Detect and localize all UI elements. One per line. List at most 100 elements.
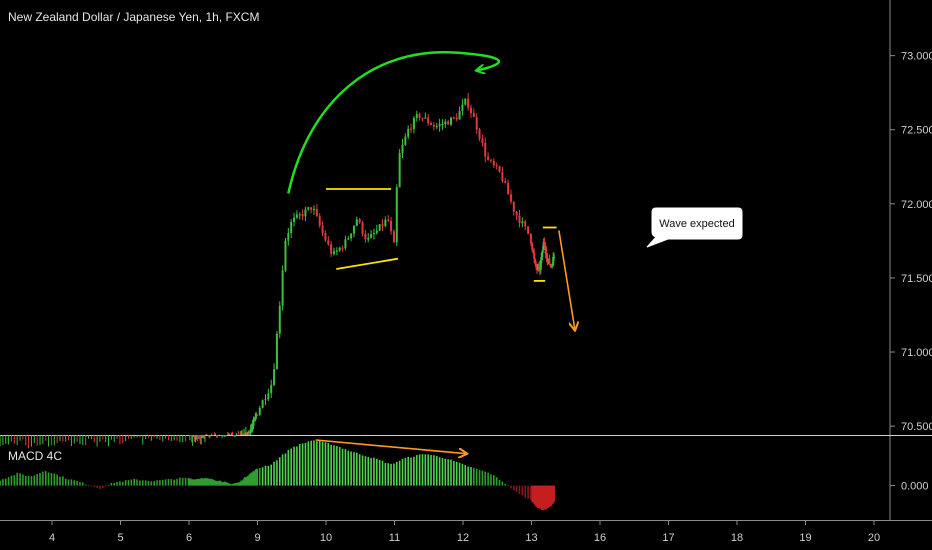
time-tick-label: 20 (868, 532, 880, 544)
candle-body (267, 393, 270, 400)
macd-bar (467, 466, 469, 486)
candle-body (447, 121, 450, 125)
macd-bar (316, 441, 318, 486)
macd-bar (264, 465, 267, 486)
candle-body (261, 400, 264, 408)
macd-bar (56, 474, 58, 486)
candle-body (553, 256, 556, 258)
macd-bar (250, 472, 253, 486)
time-tick-label: 19 (799, 532, 811, 544)
candle-body (535, 263, 538, 267)
macd-bar (538, 485, 540, 508)
macd-bar (430, 455, 432, 486)
macd-bar (327, 443, 330, 486)
macd-bar (39, 472, 41, 486)
macd-bar (102, 485, 104, 489)
macd-bar (219, 480, 222, 486)
macd-bar (193, 479, 196, 486)
macd-bar (209, 478, 212, 486)
candle-body (341, 247, 344, 249)
candle-body (307, 207, 310, 210)
macd-bar (524, 485, 527, 498)
candle-body (318, 215, 321, 226)
macd-bar (212, 479, 215, 486)
macd-bar (376, 458, 378, 486)
macd-bar (542, 485, 545, 511)
macd-bar (534, 485, 536, 506)
macd-bar (381, 460, 384, 486)
candle-body (467, 98, 470, 108)
macd-bar (199, 478, 202, 486)
macd-bar (421, 454, 424, 486)
macd-bar (16, 472, 18, 486)
macd-bar (373, 457, 375, 486)
macd-bar (207, 478, 210, 486)
candle-body (441, 124, 444, 126)
candle-body (438, 124, 441, 127)
macd-bar (194, 479, 197, 486)
time-tick-label: 17 (662, 532, 674, 544)
macd-bar (501, 481, 504, 486)
candle-body (381, 224, 384, 226)
price-tick-label: 73.000 (901, 51, 932, 63)
candle-body (375, 230, 378, 234)
macd-bar (119, 481, 121, 486)
macd-bar (236, 482, 239, 486)
macd-bar (233, 483, 236, 486)
candle-body (301, 214, 304, 217)
macd-bar (4, 478, 7, 486)
macd-bar (190, 479, 193, 486)
macd-bar (79, 482, 81, 486)
macd-bar (513, 485, 515, 491)
macd-bar (188, 478, 191, 486)
macd-bar (192, 480, 195, 486)
macd-bar (2, 479, 4, 486)
macd-bar (364, 456, 367, 486)
macd-bar (321, 441, 324, 486)
macd-bar (543, 485, 546, 509)
macd-bar (84, 484, 87, 486)
time-tick-label: 9 (254, 532, 260, 544)
candle-body (367, 237, 370, 240)
macd-bar (481, 470, 484, 486)
candle-body (469, 107, 472, 114)
candle-body (529, 233, 532, 244)
macd-bar (290, 448, 292, 486)
candle-body (515, 211, 518, 216)
macd-bar (551, 485, 554, 504)
macd-bar (214, 480, 217, 486)
macd-bar (196, 478, 199, 486)
candle-body (338, 247, 341, 251)
macd-bar (470, 467, 472, 486)
macd-bar (241, 480, 243, 486)
candle-body (424, 117, 427, 119)
candle-body (444, 121, 447, 125)
macd-bar (187, 477, 190, 486)
macd-bar (195, 479, 198, 486)
candle-body (531, 243, 534, 250)
macd-bar (249, 473, 252, 486)
macd-bar (170, 479, 173, 486)
candle-body (484, 142, 487, 157)
candle-body (492, 160, 495, 166)
macd-bar (267, 465, 270, 486)
macd-bar (281, 454, 284, 486)
macd-bar (30, 476, 33, 486)
macd-bar (361, 455, 364, 486)
candle-body (327, 240, 330, 245)
macd-bar (324, 442, 327, 486)
time-tick-label: 16 (594, 532, 606, 544)
candle-body (539, 260, 542, 270)
macd-bar (110, 482, 113, 486)
candle-body (281, 270, 284, 306)
macd-bar (141, 480, 144, 486)
candle-body (395, 187, 398, 243)
candle-body (495, 165, 498, 167)
candle-body (541, 249, 544, 253)
candle-body (401, 144, 404, 154)
candle-body (407, 128, 410, 137)
macd-bar (107, 484, 110, 486)
time-tick-label: 18 (731, 532, 743, 544)
macd-bar (239, 482, 241, 486)
macd-bar (127, 480, 130, 486)
